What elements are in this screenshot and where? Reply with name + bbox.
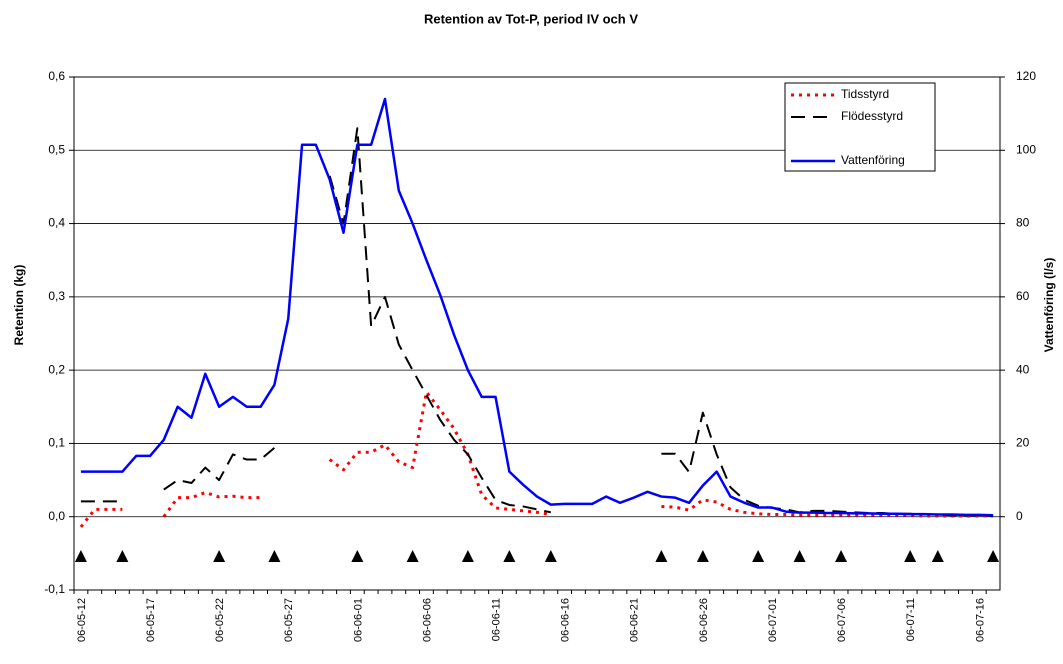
y-tick-label: 0,4	[48, 216, 65, 230]
legend-label: Vattenföring	[841, 153, 905, 167]
sample-marker	[116, 550, 129, 563]
sample-marker	[544, 550, 557, 563]
legend-label: Flödesstyrd	[841, 109, 903, 123]
y-tick-label: 0,0	[48, 509, 65, 523]
sample-marker	[931, 550, 944, 563]
plot-frame	[73, 76, 1001, 591]
sample-marker	[74, 550, 87, 563]
x-tick-label: 06-06-11	[491, 598, 503, 641]
y-tick-label: 0,2	[48, 362, 65, 376]
sample-marker	[655, 550, 668, 563]
y-tick-label: 0,5	[48, 142, 65, 156]
y-axis-title: Retention (kg)	[12, 265, 26, 346]
series-line	[79, 390, 994, 528]
y-tick-label: 0,3	[48, 289, 65, 303]
y2-tick-label: 60	[1016, 289, 1030, 303]
x-tick-label: 06-06-26	[698, 598, 710, 642]
sample-marker	[904, 550, 917, 563]
sample-marker	[752, 550, 765, 563]
x-tick-label: 06-07-06	[836, 598, 848, 642]
sample-marker	[268, 550, 281, 563]
y2-tick-label: 100	[1016, 142, 1036, 156]
y2-tick-label: 0	[1016, 509, 1023, 523]
x-tick-label: 06-05-27	[283, 598, 295, 642]
sample-marker	[503, 550, 516, 563]
sample-marker	[406, 550, 419, 563]
sample-marker	[461, 550, 474, 563]
y2-tick-label: 120	[1016, 69, 1036, 83]
y2-axis-title: Vattenföring (l/s)	[1042, 258, 1056, 353]
sample-marker	[351, 550, 364, 563]
legend-box	[784, 82, 936, 172]
y-tick-label: 0,1	[48, 436, 65, 450]
x-tick-label: 06-07-16	[974, 598, 986, 642]
sample-marker	[835, 550, 848, 563]
x-tick-label: 06-06-16	[560, 598, 572, 642]
x-tick-label: 06-06-21	[629, 598, 641, 642]
y2-tick-label: 40	[1016, 362, 1030, 376]
chart-title: Retention av Tot-P, period IV och V	[424, 11, 638, 26]
x-tick-label: 06-07-11	[905, 598, 917, 641]
sample-marker	[987, 550, 1000, 563]
legend-label: Tidsstyrd	[841, 87, 889, 101]
y-tick-label: -0,1	[44, 582, 65, 596]
y2-tick-label: 80	[1016, 216, 1030, 230]
x-tick-label: 06-05-12	[76, 598, 88, 642]
x-tick-label: 06-07-01	[767, 598, 779, 642]
x-tick-label: 06-05-17	[145, 598, 157, 642]
x-tick-label: 06-06-06	[421, 598, 433, 642]
series-line	[80, 97, 994, 517]
sample-marker	[696, 550, 709, 563]
y2-tick-label: 20	[1016, 436, 1030, 450]
x-tick-label: 06-06-01	[352, 598, 364, 642]
sample-marker	[213, 550, 226, 563]
series-line	[80, 127, 994, 517]
sample-marker	[793, 550, 806, 563]
y-tick-label: 0,6	[48, 69, 65, 83]
x-tick-label: 06-05-22	[214, 598, 226, 642]
